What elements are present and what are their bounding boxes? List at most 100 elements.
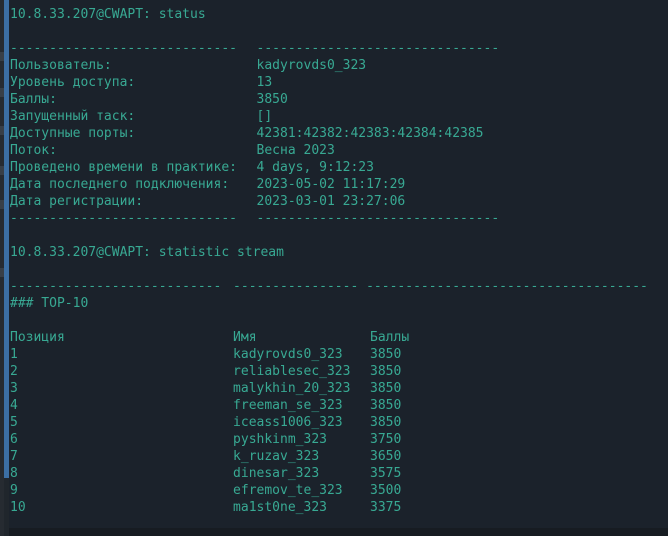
window-edge-artifact xyxy=(0,126,4,135)
cell-points: 3650 xyxy=(370,449,402,464)
cell-position: 9 xyxy=(10,483,18,498)
cell-name: iceass1006_323 xyxy=(233,415,343,430)
table-row: 8 dinesar_323 3575 xyxy=(10,465,668,482)
table-row: 5 iceass1006_323 3850 xyxy=(10,414,668,431)
column-header-name: Имя xyxy=(233,330,257,345)
separator-dashes: ------------------------------- xyxy=(256,211,500,226)
cell-name: malykhin_20_323 xyxy=(233,381,351,396)
field-value: kadyrovds0_323 xyxy=(256,58,367,73)
table-row: 2 reliablesec_323 3850 xyxy=(10,363,668,380)
cell-name: dinesar_323 xyxy=(233,466,320,481)
separator-dashes: ----------------------------- xyxy=(10,41,237,56)
field-label: Запущенный таск: xyxy=(10,109,136,124)
separator-dashes: ------------------------------- xyxy=(256,41,500,56)
cell-position: 1 xyxy=(10,347,18,362)
cell-points: 3575 xyxy=(370,466,402,481)
cell-position: 10 xyxy=(10,500,26,515)
separator-line: ----------------------------- ----------… xyxy=(10,210,668,227)
cell-position: 4 xyxy=(10,398,18,413)
table-row: 10 ma1st0ne_323 3375 xyxy=(10,499,668,516)
column-header-points: Баллы xyxy=(370,330,410,345)
cell-points: 3850 xyxy=(370,364,402,379)
separator-line: ----------------------------- ----------… xyxy=(10,40,668,57)
status-field-row-practice-time: Проведено времени в практике: 4 days, 9:… xyxy=(10,159,668,176)
table-row: 9 efremov_te_323 3500 xyxy=(10,482,668,499)
window-edge-artifact xyxy=(0,200,4,209)
blank-line xyxy=(10,261,668,278)
terminal-output: 10.8.33.207@CWAPT: status --------------… xyxy=(10,6,668,516)
field-label: Поток: xyxy=(10,143,57,158)
field-label: Дата последнего подключения: xyxy=(10,177,230,192)
top10-heading: ### TOP-10 xyxy=(10,296,89,311)
table-row: 7 k_ruzav_323 3650 xyxy=(10,448,668,465)
window-edge-artifact xyxy=(0,88,4,97)
table-row: 3 malykhin_20_323 3850 xyxy=(10,380,668,397)
status-field-row-user: Пользователь: kadyrovds0_323 xyxy=(10,57,668,74)
status-field-row-registration-date: Дата регистрации: 2023-03-01 23:27:06 xyxy=(10,193,668,210)
status-field-row-available-ports: Доступные порты: 42381:42382:42383:42384… xyxy=(10,125,668,142)
status-field-row-points: Баллы: 3850 xyxy=(10,91,668,108)
pane-focus-bar-tail xyxy=(4,478,9,536)
cell-position: 2 xyxy=(10,364,18,379)
background-window-edge xyxy=(0,0,4,536)
separator-dashes: ------------------------------------ xyxy=(366,279,648,294)
status-field-row-stream: Поток: Весна 2023 xyxy=(10,142,668,159)
field-label: Баллы: xyxy=(10,92,57,107)
field-label: Уровень доступа: xyxy=(10,75,136,90)
cell-name: ma1st0ne_323 xyxy=(233,500,327,515)
cell-points: 3750 xyxy=(370,432,402,447)
cell-name: efremov_te_323 xyxy=(233,483,343,498)
field-label: Дата регистрации: xyxy=(10,194,144,209)
window-edge-artifact xyxy=(0,52,4,61)
window-edge-artifact xyxy=(0,268,4,277)
status-command-line: 10.8.33.207@CWAPT: status xyxy=(10,7,206,22)
stream-command-line: 10.8.33.207@CWAPT: statistic stream xyxy=(10,245,284,260)
separator-line: --------------------------- ------------… xyxy=(10,278,668,295)
status-field-row-running-task: Запущенный таск: [] xyxy=(10,108,668,125)
cell-points: 3375 xyxy=(370,500,402,515)
separator-dashes: ---------------- xyxy=(233,279,359,294)
cell-position: 3 xyxy=(10,381,18,396)
cell-points: 3500 xyxy=(370,483,402,498)
field-value: 4 days, 9:12:23 xyxy=(256,160,374,175)
window-edge-artifact xyxy=(0,166,4,175)
cell-points: 3850 xyxy=(370,415,402,430)
table-row: 4 freeman_se_323 3850 xyxy=(10,397,668,414)
blank-line xyxy=(10,312,668,329)
table-row: 1 kadyrovds0_323 3850 xyxy=(10,346,668,363)
status-field-row-last-connection: Дата последнего подключения: 2023-05-02 … xyxy=(10,176,668,193)
field-value: Весна 2023 xyxy=(256,143,335,158)
terminal-bottom-edge xyxy=(9,528,668,536)
field-label: Проведено времени в практике: xyxy=(10,160,237,175)
field-value: 3850 xyxy=(256,92,288,107)
field-value: 2023-03-01 23:27:06 xyxy=(256,194,406,209)
cell-name: kadyrovds0_323 xyxy=(233,347,343,362)
top10-header-row: Позиция Имя Баллы xyxy=(10,329,668,346)
status-field-row-access-level: Уровень доступа: 13 xyxy=(10,74,668,91)
field-value: 2023-05-02 11:17:29 xyxy=(256,177,406,192)
cell-points: 3850 xyxy=(370,381,402,396)
field-value: 42381:42382:42383:42384:42385 xyxy=(256,126,484,141)
field-label: Доступные порты: xyxy=(10,126,136,141)
pane-focus-bar xyxy=(4,0,9,478)
cell-name: freeman_se_323 xyxy=(233,398,343,413)
cell-name: k_ruzav_323 xyxy=(233,449,320,464)
cell-position: 5 xyxy=(10,415,18,430)
blank-line xyxy=(10,227,668,244)
blank-line xyxy=(10,23,668,40)
separator-dashes: --------------------------- xyxy=(10,279,222,294)
separator-dashes: ----------------------------- xyxy=(10,211,237,226)
cell-name: pyshkinm_323 xyxy=(233,432,327,447)
cell-position: 6 xyxy=(10,432,18,447)
cell-position: 8 xyxy=(10,466,18,481)
field-value: 13 xyxy=(256,75,273,90)
column-header-position: Позиция xyxy=(10,330,65,345)
cell-position: 7 xyxy=(10,449,18,464)
field-value: [] xyxy=(256,109,273,124)
cell-points: 3850 xyxy=(370,398,402,413)
field-label: Пользователь: xyxy=(10,58,112,73)
cell-name: reliablesec_323 xyxy=(233,364,351,379)
table-row: 6 pyshkinm_323 3750 xyxy=(10,431,668,448)
cell-points: 3850 xyxy=(370,347,402,362)
